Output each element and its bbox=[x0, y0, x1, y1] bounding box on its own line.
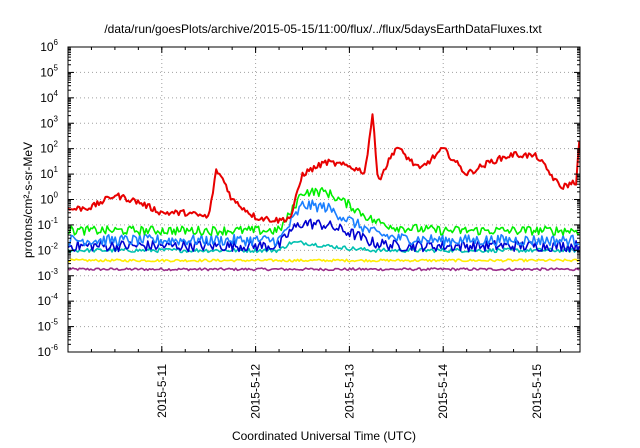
y-tick-exponent: 4 bbox=[54, 89, 59, 98]
x-tick-label: 2015-5-12 bbox=[249, 364, 263, 419]
y-tick-exponent: -5 bbox=[51, 318, 59, 327]
y-tick-exponent: -2 bbox=[51, 241, 59, 250]
y-tick-label: 103 bbox=[40, 114, 58, 130]
y-tick-base: 10 bbox=[38, 218, 52, 232]
y-tick-exponent: 2 bbox=[54, 140, 59, 149]
y-tick-base: 10 bbox=[40, 193, 54, 207]
y-tick-label: 10-1 bbox=[38, 216, 59, 232]
y-tick-base: 10 bbox=[40, 91, 54, 105]
y-tick-label: 106 bbox=[40, 38, 58, 54]
y-tick-label: 10-2 bbox=[38, 241, 59, 257]
y-tick-base: 10 bbox=[40, 142, 54, 156]
y-tick-base: 10 bbox=[38, 294, 52, 308]
y-tick-label: 105 bbox=[40, 63, 58, 79]
y-tick-label: 10-6 bbox=[38, 343, 59, 359]
y-axis-title-text: protons/cm²-s-sr-MeV bbox=[21, 142, 35, 258]
y-tick-label: 10-4 bbox=[38, 292, 59, 308]
series-line bbox=[68, 113, 580, 224]
y-tick-exponent: 5 bbox=[54, 63, 59, 72]
y-tick-exponent: 6 bbox=[54, 38, 59, 47]
y-tick-exponent: 0 bbox=[54, 191, 59, 200]
y-tick-label: 10-5 bbox=[38, 318, 59, 334]
series-layer bbox=[68, 113, 580, 272]
y-tick-label: 101 bbox=[40, 165, 58, 181]
y-tick-exponent: 1 bbox=[54, 165, 59, 174]
y-tick-base: 10 bbox=[38, 320, 52, 334]
y-tick-exponent: -1 bbox=[51, 216, 59, 225]
y-tick-base: 10 bbox=[38, 345, 52, 359]
y-tick-base: 10 bbox=[40, 40, 54, 54]
series-line bbox=[68, 187, 580, 236]
x-tick-label: 2015-5-11 bbox=[155, 364, 169, 418]
chart-title: /data/run/goesPlots/archive/2015-05-15/1… bbox=[104, 22, 542, 36]
grid bbox=[68, 47, 580, 352]
series-line bbox=[68, 240, 580, 254]
y-tick-base: 10 bbox=[40, 167, 54, 181]
series-line bbox=[68, 199, 580, 247]
y-tick-base: 10 bbox=[40, 116, 54, 130]
series-line bbox=[68, 258, 580, 263]
y-axis: 10610510410310210110010-110-210-310-410-… bbox=[38, 38, 580, 359]
y-tick-exponent: -3 bbox=[51, 267, 59, 276]
y-tick-label: 100 bbox=[40, 191, 58, 207]
y-axis-title: protons/cm²-s-sr-MeV bbox=[21, 142, 35, 258]
series-line bbox=[68, 267, 580, 272]
y-tick-base: 10 bbox=[38, 243, 52, 257]
y-tick-label: 104 bbox=[40, 89, 58, 105]
y-tick-exponent: -4 bbox=[51, 292, 59, 301]
y-tick-exponent: -6 bbox=[51, 343, 59, 352]
x-axis: 2015-5-11 2015-5-12 2015-5-13 2015-5-14 2015… bbox=[67, 47, 561, 419]
y-tick-base: 10 bbox=[38, 269, 52, 283]
y-tick-exponent: 3 bbox=[54, 114, 59, 123]
y-tick-label: 102 bbox=[40, 140, 58, 156]
series-line bbox=[68, 218, 580, 253]
y-tick-label: 10-3 bbox=[38, 267, 59, 283]
x-tick-label: 2015-5-13 bbox=[342, 364, 356, 419]
x-tick-label: 2015-5-14 bbox=[436, 364, 450, 419]
x-axis-title: Coordinated Universal Time (UTC) bbox=[232, 429, 416, 443]
x-tick-label: 2015-5-15 bbox=[530, 364, 544, 419]
y-tick-base: 10 bbox=[40, 65, 54, 79]
